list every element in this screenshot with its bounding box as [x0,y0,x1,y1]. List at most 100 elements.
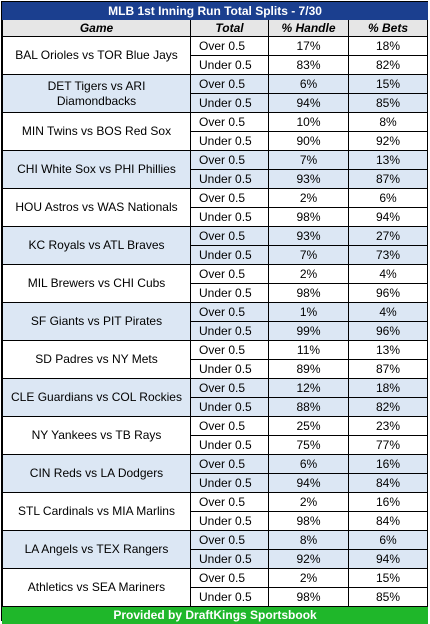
under-total-cell: Under 0.5 [190,93,269,113]
under-handle-cell: 7% [268,245,349,265]
over-bets-cell: 8% [347,112,429,132]
over-handle-cell: 7% [268,150,349,170]
under-bets-cell: 77% [347,435,429,455]
table-row: Athletics vs SEA Mariners Over 0.5 2% 15% [2,568,429,607]
over-total-cell: Over 0.5 [190,568,269,588]
under-total-cell: Under 0.5 [190,359,269,379]
game-matchup: DET Tigers vs ARI Diamondbacks [2,74,191,113]
under-total-cell: Under 0.5 [190,321,269,341]
over-bets-cell: 15% [347,74,429,94]
game-matchup: MIN Twins vs BOS Red Sox [2,112,191,151]
header-row: Game Total % Handle % Bets [2,19,429,37]
under-total-cell: Under 0.5 [190,131,269,151]
header-handle: % Handle [268,19,349,37]
table-row: Under 0.5 98% 94% [3,207,429,227]
over-handle-cell: 2% [268,492,349,512]
over-total-cell: Over 0.5 [190,416,269,436]
over-bets-cell: 15% [347,568,429,588]
under-handle-cell: 92% [268,549,349,569]
header-game: Game [2,19,191,37]
table-row: HOU Astros vs WAS Nationals Over 0.5 2% 6% [2,188,429,227]
under-handle-cell: 89% [268,359,349,379]
over-bets-cell: 18% [347,378,429,398]
over-total-cell: Over 0.5 [190,302,269,322]
over-total-cell: Over 0.5 [190,112,269,132]
table-row: Under 0.5 7% 73% [3,245,429,265]
over-total-cell: Over 0.5 [190,226,269,246]
under-total-cell: Under 0.5 [190,511,269,531]
header-bets: % Bets [347,19,429,37]
under-handle-cell: 90% [268,131,349,151]
table-title: MLB 1st Inning Run Total Splits - 7/30 [1,2,429,20]
title-row: MLB 1st Inning Run Total Splits - 7/30 [1,2,429,20]
over-bets-cell: 16% [347,492,429,512]
table-row: Under 0.5 90% 92% [3,131,429,151]
table-row: LA Angels vs TEX Rangers Over 0.5 8% 6% [2,530,429,569]
over-total-cell: Over 0.5 [190,150,269,170]
table-body: BAL Orioles vs TOR Blue Jays Over 0.5 17% 1… [2,36,429,607]
under-bets-cell: 87% [347,169,429,189]
over-handle-cell: 8% [268,530,349,550]
over-bets-cell: 23% [347,416,429,436]
over-bets-cell: 18% [347,36,429,56]
table-row: CHI White Sox vs PHI Phillies Over 0.5 7% 1… [2,150,429,189]
under-bets-cell: 96% [347,283,429,303]
table-row: DET Tigers vs ARI Diamondbacks Over 0.5 6%… [2,74,429,113]
over-bets-cell: 13% [347,340,429,360]
game-matchup: HOU Astros vs WAS Nationals [2,188,191,227]
over-bets-cell: 4% [347,302,429,322]
game-matchup: LA Angels vs TEX Rangers [2,530,191,569]
under-handle-cell: 88% [268,397,349,417]
over-bets-cell: 16% [347,454,429,474]
table-row: Under 0.5 75% 77% [3,435,429,455]
over-handle-cell: 12% [268,378,349,398]
over-bets-cell: 27% [347,226,429,246]
footer-row: Provided by DraftKings Sportsbook [1,606,429,624]
over-handle-cell: 6% [268,454,349,474]
under-total-cell: Under 0.5 [190,397,269,417]
over-total-cell: Over 0.5 [190,188,269,208]
game-matchup: STL Cardinals vs MIA Marlins [2,492,191,531]
under-bets-cell: 94% [347,549,429,569]
over-handle-cell: 1% [268,302,349,322]
over-handle-cell: 10% [268,112,349,132]
table-row: MIL Brewers vs CHI Cubs Over 0.5 2% 4% [2,264,429,303]
over-bets-cell: 6% [347,188,429,208]
under-handle-cell: 98% [268,283,349,303]
table-row: MIN Twins vs BOS Red Sox Over 0.5 10% 8% [2,112,429,151]
table-row: SF Giants vs PIT Pirates Over 0.5 1% 4% [2,302,429,341]
over-total-cell: Over 0.5 [190,74,269,94]
under-bets-cell: 73% [347,245,429,265]
table-row: STL Cardinals vs MIA Marlins Over 0.5 2% 16… [2,492,429,531]
under-total-cell: Under 0.5 [190,587,269,607]
table-row: Under 0.5 93% 87% [3,169,429,189]
over-handle-cell: 25% [268,416,349,436]
under-handle-cell: 98% [268,587,349,607]
table-row: Under 0.5 94% 84% [3,473,429,493]
game-matchup: CHI White Sox vs PHI Phillies [2,150,191,189]
under-bets-cell: 85% [347,587,429,607]
under-bets-cell: 87% [347,359,429,379]
under-handle-cell: 83% [268,55,349,75]
game-matchup: CLE Guardians vs COL Rockies [2,378,191,417]
over-handle-cell: 2% [268,264,349,284]
under-bets-cell: 82% [347,55,429,75]
game-matchup: SD Padres vs NY Mets [2,340,191,379]
under-total-cell: Under 0.5 [190,207,269,227]
under-handle-cell: 94% [268,473,349,493]
table-row: Under 0.5 99% 96% [3,321,429,341]
table-row: Under 0.5 98% 85% [3,587,429,607]
under-handle-cell: 98% [268,511,349,531]
footer-credit: Provided by DraftKings Sportsbook [1,606,429,624]
over-total-cell: Over 0.5 [190,492,269,512]
table-row: Under 0.5 98% 84% [3,511,429,531]
game-matchup: MIL Brewers vs CHI Cubs [2,264,191,303]
under-total-cell: Under 0.5 [190,435,269,455]
under-total-cell: Under 0.5 [190,55,269,75]
under-handle-cell: 75% [268,435,349,455]
table-row: BAL Orioles vs TOR Blue Jays Over 0.5 17% 1… [2,36,429,75]
under-bets-cell: 92% [347,131,429,151]
table-row: Under 0.5 92% 94% [3,549,429,569]
